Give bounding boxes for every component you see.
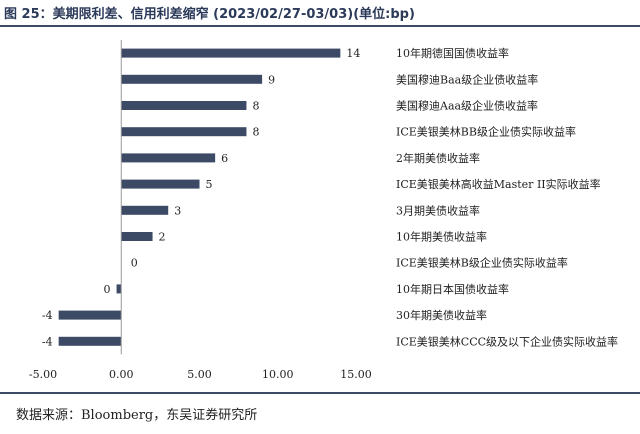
data-label: 3 — [174, 204, 181, 217]
bar — [121, 101, 247, 110]
category-label: 10年期美债收益率 — [396, 230, 487, 244]
data-label: -4 — [42, 309, 53, 322]
bar — [58, 336, 122, 346]
category-label: 美国穆迪Aaa级企业债收益率 — [396, 99, 538, 113]
category-label: 10年期德国国债收益率 — [396, 46, 509, 60]
data-label: 8 — [252, 126, 259, 139]
footer-divider — [0, 392, 640, 394]
category-label: ICE美银美林高收益Master II实际收益率 — [396, 177, 601, 191]
bar — [121, 179, 200, 189]
bar — [121, 48, 341, 58]
bar — [121, 127, 247, 137]
data-label: -4 — [42, 335, 53, 348]
x-tick-label: 10.00 — [262, 368, 294, 381]
title-bar: 图 25：美期限利差、信用利差缩窄 (2023/02/27-03/03)(单位:… — [0, 0, 640, 27]
bar — [58, 310, 122, 320]
data-label: 8 — [252, 100, 259, 113]
category-label: 10年期日本国债收益率 — [396, 282, 509, 296]
bar — [121, 153, 216, 163]
category-label: 2年期美债收益率 — [396, 151, 480, 165]
data-label: 0 — [131, 257, 138, 270]
category-label: 3月期美债收益率 — [396, 203, 480, 217]
x-axis: -5.00 0.00 5.00 10.00 15.00 — [29, 40, 372, 381]
bar — [121, 205, 169, 215]
bar-chart: 14 10年期德国国债收益率 9 美国穆迪Baa级企业债收益率 8 美国穆迪Aaa级企业债… — [29, 40, 618, 381]
x-tick-label: 5.00 — [187, 368, 212, 381]
source-note: 数据来源：Bloomberg，东吴证券研究所 — [16, 408, 258, 423]
x-tick-label: -5.00 — [29, 368, 57, 381]
data-label: 2 — [159, 231, 166, 244]
data-label: 6 — [221, 152, 228, 165]
bar — [116, 284, 122, 294]
x-tick-label: 0.00 — [109, 368, 134, 381]
x-tick-label: 15.00 — [340, 368, 372, 381]
bars-layer: 14 10年期德国国债收益率 9 美国穆迪Baa级企业债收益率 8 美国穆迪Aaa级企业债… — [42, 46, 618, 348]
category-label: ICE美银美林BB级企业债实际收益率 — [396, 125, 576, 139]
category-label: 30年期美债收益率 — [396, 308, 487, 322]
category-label: ICE美银美林CCC级及以下企业债实际收益率 — [396, 334, 618, 348]
data-label: 5 — [206, 178, 213, 191]
data-label: 9 — [268, 73, 275, 86]
data-label: 14 — [346, 47, 360, 60]
chart-title: 图 25：美期限利差、信用利差缩窄 (2023/02/27-03/03)(单位:… — [4, 7, 415, 22]
data-label: 0 — [104, 283, 111, 296]
category-label: ICE美银美林B级企业债实际收益率 — [396, 256, 568, 270]
bar — [121, 232, 153, 241]
category-label: 美国穆迪Baa级企业债收益率 — [396, 72, 538, 86]
bar — [121, 74, 263, 84]
